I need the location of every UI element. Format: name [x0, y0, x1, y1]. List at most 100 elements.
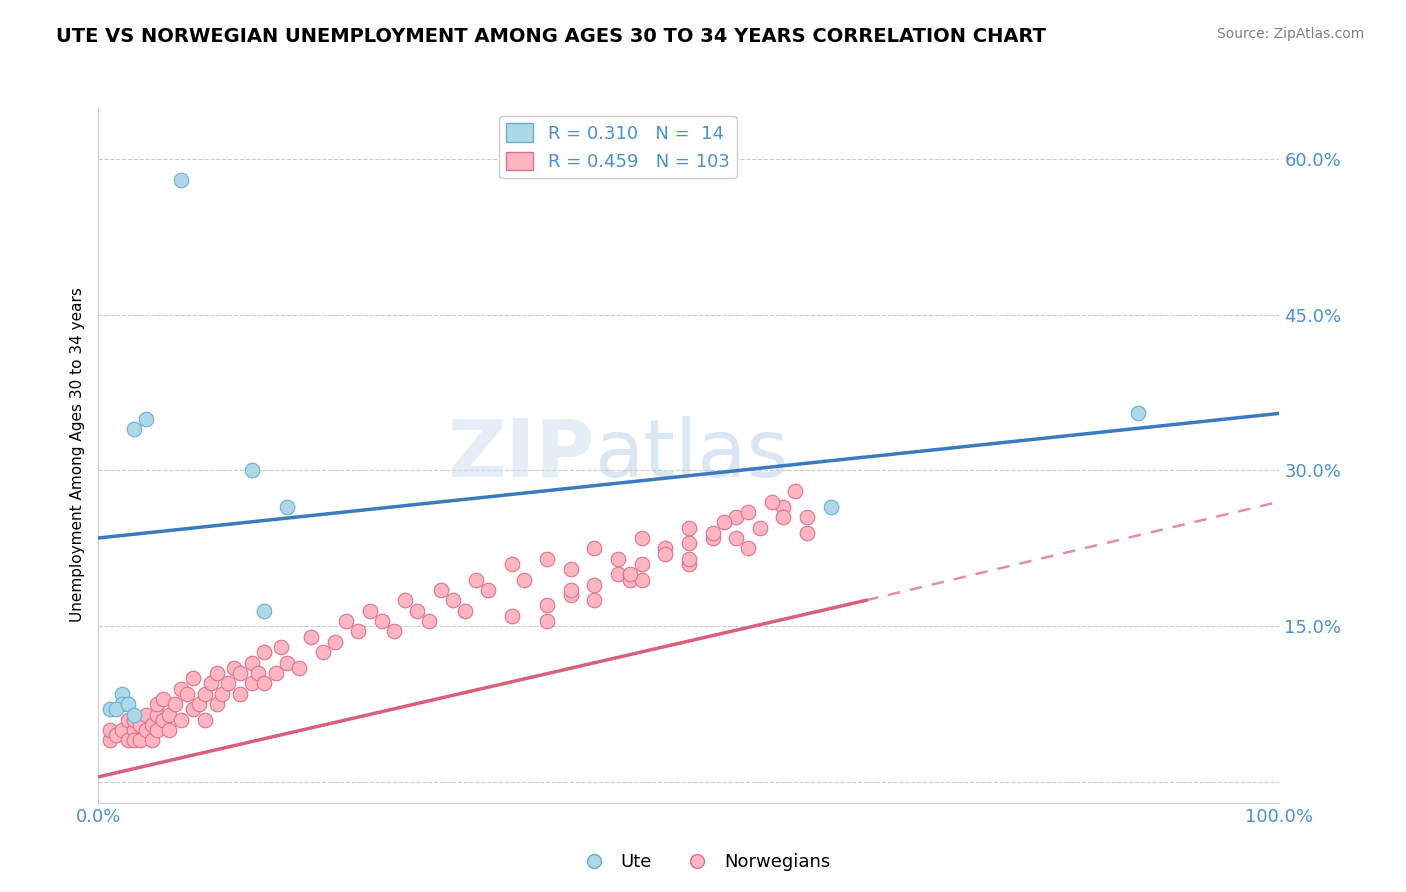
- Point: [122, 422, 145, 436]
- Point: [748, 520, 770, 534]
- Point: [105, 702, 128, 716]
- Point: [560, 582, 582, 597]
- Point: [359, 604, 381, 618]
- Point: [335, 614, 357, 628]
- Text: ZIP: ZIP: [447, 416, 595, 494]
- Point: [135, 723, 157, 738]
- Point: [382, 624, 405, 639]
- Point: [560, 588, 582, 602]
- Point: [135, 411, 157, 425]
- Point: [176, 687, 198, 701]
- Legend: Ute, Norwegians: Ute, Norwegians: [568, 847, 838, 879]
- Point: [205, 665, 228, 680]
- Point: [146, 707, 169, 722]
- Point: [288, 661, 311, 675]
- Point: [312, 645, 335, 659]
- Point: [619, 567, 641, 582]
- Point: [619, 573, 641, 587]
- Point: [128, 733, 150, 747]
- Point: [536, 614, 558, 628]
- Point: [1126, 406, 1149, 420]
- Point: [98, 702, 121, 716]
- Point: [654, 547, 676, 561]
- Point: [205, 697, 228, 711]
- Point: [371, 614, 394, 628]
- Point: [702, 525, 724, 540]
- Point: [276, 500, 298, 514]
- Point: [678, 536, 700, 550]
- Point: [170, 713, 193, 727]
- Point: [122, 723, 145, 738]
- Point: [441, 593, 464, 607]
- Point: [583, 541, 606, 556]
- Point: [111, 723, 134, 738]
- Point: [240, 463, 263, 477]
- Point: [347, 624, 370, 639]
- Point: [477, 582, 499, 597]
- Point: [713, 516, 735, 530]
- Point: [607, 567, 630, 582]
- Point: [111, 687, 134, 701]
- Point: [737, 505, 759, 519]
- Point: [194, 713, 217, 727]
- Point: [146, 697, 169, 711]
- Point: [678, 520, 700, 534]
- Y-axis label: Unemployment Among Ages 30 to 34 years: Unemployment Among Ages 30 to 34 years: [69, 287, 84, 623]
- Point: [536, 551, 558, 566]
- Point: [194, 687, 217, 701]
- Point: [105, 728, 128, 742]
- Point: [181, 671, 204, 685]
- Point: [240, 656, 263, 670]
- Point: [702, 531, 724, 545]
- Point: [128, 718, 150, 732]
- Point: [135, 707, 157, 722]
- Point: [200, 676, 222, 690]
- Point: [246, 665, 269, 680]
- Point: [430, 582, 453, 597]
- Point: [157, 707, 180, 722]
- Point: [796, 510, 818, 524]
- Point: [512, 573, 534, 587]
- Point: [181, 702, 204, 716]
- Point: [785, 484, 807, 499]
- Point: [111, 697, 134, 711]
- Point: [607, 551, 630, 566]
- Point: [630, 557, 652, 571]
- Text: UTE VS NORWEGIAN UNEMPLOYMENT AMONG AGES 30 TO 34 YEARS CORRELATION CHART: UTE VS NORWEGIAN UNEMPLOYMENT AMONG AGES…: [56, 27, 1046, 45]
- Point: [117, 713, 139, 727]
- Point: [122, 707, 145, 722]
- Point: [229, 687, 252, 701]
- Point: [772, 510, 794, 524]
- Point: [583, 578, 606, 592]
- Point: [630, 531, 652, 545]
- Point: [170, 172, 193, 186]
- Point: [224, 661, 246, 675]
- Point: [796, 525, 818, 540]
- Point: [654, 541, 676, 556]
- Point: [630, 573, 652, 587]
- Point: [229, 665, 252, 680]
- Point: [465, 573, 488, 587]
- Point: [152, 713, 174, 727]
- Point: [453, 604, 475, 618]
- Point: [270, 640, 292, 654]
- Point: [820, 500, 842, 514]
- Point: [772, 500, 794, 514]
- Point: [165, 697, 187, 711]
- Point: [141, 733, 163, 747]
- Point: [418, 614, 440, 628]
- Point: [240, 676, 263, 690]
- Point: [98, 733, 121, 747]
- Point: [117, 697, 139, 711]
- Point: [217, 676, 239, 690]
- Point: [211, 687, 233, 701]
- Point: [170, 681, 193, 696]
- Point: [583, 593, 606, 607]
- Point: [141, 718, 163, 732]
- Point: [536, 599, 558, 613]
- Point: [761, 494, 783, 508]
- Point: [725, 531, 748, 545]
- Point: [152, 692, 174, 706]
- Point: [725, 510, 748, 524]
- Point: [264, 665, 287, 680]
